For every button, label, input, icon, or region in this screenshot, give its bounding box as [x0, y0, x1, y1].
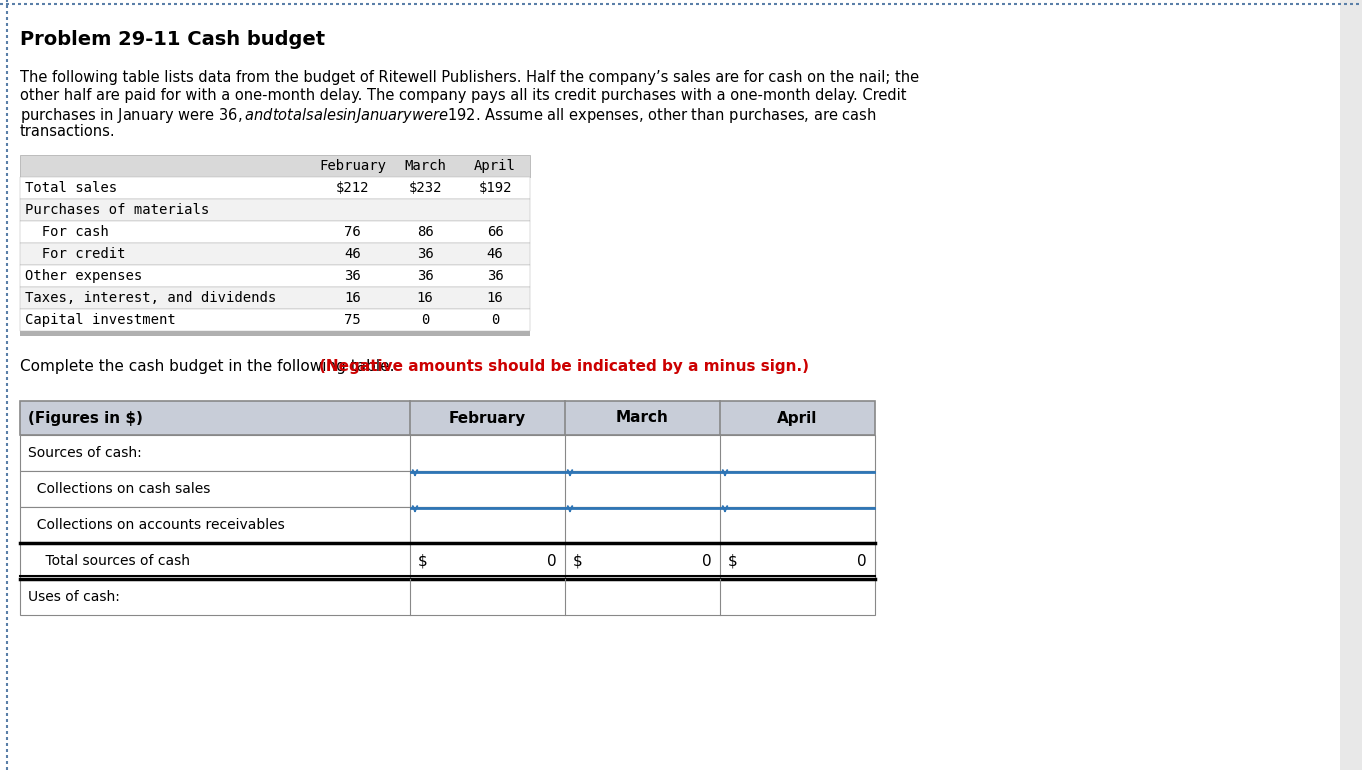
Text: Total sources of cash: Total sources of cash — [29, 554, 191, 568]
Bar — [20, 177, 530, 199]
Text: Collections on accounts receivables: Collections on accounts receivables — [29, 518, 285, 532]
Text: Uses of cash:: Uses of cash: — [29, 590, 120, 604]
Bar — [20, 401, 874, 435]
Text: $212: $212 — [336, 181, 369, 195]
Text: For credit: For credit — [25, 247, 125, 261]
Text: 0: 0 — [490, 313, 500, 327]
Text: Problem 29-11 Cash budget: Problem 29-11 Cash budget — [20, 30, 326, 49]
Text: 16: 16 — [345, 291, 361, 305]
Bar — [20, 155, 530, 177]
Bar — [20, 579, 874, 615]
Bar — [20, 543, 874, 579]
Text: Complete the cash budget in the following table.: Complete the cash budget in the followin… — [20, 359, 399, 374]
Text: March: March — [616, 410, 669, 426]
Text: 36: 36 — [417, 247, 433, 261]
Text: February: February — [449, 410, 526, 426]
Text: Sources of cash:: Sources of cash: — [29, 446, 142, 460]
FancyBboxPatch shape — [1340, 0, 1362, 770]
Text: transactions.: transactions. — [20, 124, 116, 139]
Text: March: March — [405, 159, 445, 173]
Text: $192: $192 — [478, 181, 512, 195]
Text: 0: 0 — [857, 554, 868, 568]
Text: Other expenses: Other expenses — [25, 269, 142, 283]
Bar — [20, 287, 530, 309]
Text: (Negative amounts should be indicated by a minus sign.): (Negative amounts should be indicated by… — [319, 359, 809, 374]
Text: $: $ — [573, 554, 583, 568]
Text: 16: 16 — [417, 291, 433, 305]
Text: 0: 0 — [548, 554, 557, 568]
Text: $: $ — [729, 554, 738, 568]
Bar — [20, 435, 874, 471]
Bar — [20, 507, 874, 543]
Text: 75: 75 — [345, 313, 361, 327]
Text: 36: 36 — [345, 269, 361, 283]
Bar — [20, 243, 530, 265]
Text: 36: 36 — [486, 269, 504, 283]
Bar — [20, 309, 530, 331]
Text: other half are paid for with a one-month delay. The company pays all its credit : other half are paid for with a one-month… — [20, 88, 907, 103]
Bar — [20, 199, 530, 221]
Text: Total sales: Total sales — [25, 181, 117, 195]
Text: Collections on cash sales: Collections on cash sales — [29, 482, 210, 496]
Text: Capital investment: Capital investment — [25, 313, 176, 327]
Bar — [20, 265, 530, 287]
Text: For cash: For cash — [25, 225, 109, 239]
Text: Taxes, interest, and dividends: Taxes, interest, and dividends — [25, 291, 276, 305]
Text: February: February — [319, 159, 385, 173]
Text: April: April — [474, 159, 516, 173]
Text: Purchases of materials: Purchases of materials — [25, 203, 210, 217]
Text: 36: 36 — [417, 269, 433, 283]
Text: 66: 66 — [486, 225, 504, 239]
Text: 86: 86 — [417, 225, 433, 239]
Text: 46: 46 — [345, 247, 361, 261]
Text: $232: $232 — [409, 181, 441, 195]
Text: 16: 16 — [486, 291, 504, 305]
Text: 46: 46 — [486, 247, 504, 261]
Text: 0: 0 — [421, 313, 429, 327]
Bar — [20, 471, 874, 507]
Text: 76: 76 — [345, 225, 361, 239]
Text: 0: 0 — [703, 554, 712, 568]
Bar — [20, 221, 530, 243]
Text: April: April — [778, 410, 817, 426]
Bar — [20, 331, 530, 336]
Text: The following table lists data from the budget of Ritewell Publishers. Half the : The following table lists data from the … — [20, 70, 919, 85]
Text: purchases in January were $36, and total sales in January were $192. Assume all : purchases in January were $36, and total… — [20, 106, 877, 125]
Text: (Figures in $): (Figures in $) — [29, 410, 143, 426]
Text: $: $ — [418, 554, 428, 568]
